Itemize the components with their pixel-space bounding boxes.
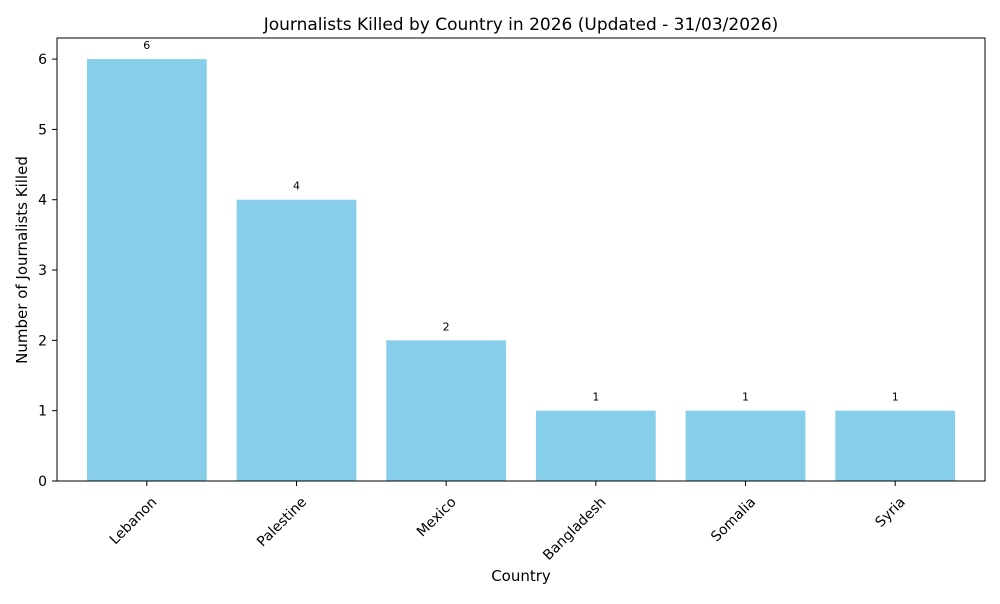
plot-frame	[56, 37, 986, 482]
bar-syria	[835, 410, 956, 481]
x-tick-label: Syria	[872, 494, 908, 530]
data-label-lebanon: 6	[143, 39, 150, 52]
y-tick-label: 1	[38, 404, 47, 420]
y-tick-label: 6	[38, 52, 47, 68]
data-labels-layer: 6 4 2 1 1 1	[143, 39, 898, 404]
bar-mexico	[386, 340, 507, 481]
x-tick-label: Lebanon	[107, 494, 161, 548]
x-tick-label: Mexico	[414, 494, 460, 540]
y-axis: 0 1 2 3 4 5 6	[38, 52, 57, 490]
x-tick-label: Palestine	[254, 494, 310, 550]
data-label-bangladesh: 1	[592, 391, 599, 404]
data-label-mexico: 2	[443, 320, 450, 333]
y-tick-label: 0	[38, 474, 47, 490]
x-tick-label: Somalia	[708, 494, 759, 545]
y-tick-label: 3	[38, 263, 47, 279]
y-tick-label: 4	[38, 193, 47, 209]
data-label-somalia: 1	[742, 391, 749, 404]
bar-somalia	[685, 410, 806, 481]
y-axis-label: Number of Journalists Killed	[13, 156, 31, 364]
chart-title: Journalists Killed by Country in 2026 (U…	[263, 15, 779, 35]
y-tick-label: 2	[38, 333, 47, 349]
bars-layer	[86, 59, 956, 481]
bar-palestine	[236, 199, 357, 481]
x-axis: Lebanon Palestine Mexico Bangladesh Somalia S…	[107, 481, 909, 564]
x-tick-label: Bangladesh	[540, 494, 609, 563]
bar-bangladesh	[535, 410, 656, 481]
data-label-palestine: 4	[293, 180, 300, 193]
bar-lebanon	[86, 59, 207, 481]
data-label-syria: 1	[892, 391, 899, 404]
x-axis-label: Country	[491, 567, 551, 585]
y-tick-label: 5	[38, 122, 47, 138]
